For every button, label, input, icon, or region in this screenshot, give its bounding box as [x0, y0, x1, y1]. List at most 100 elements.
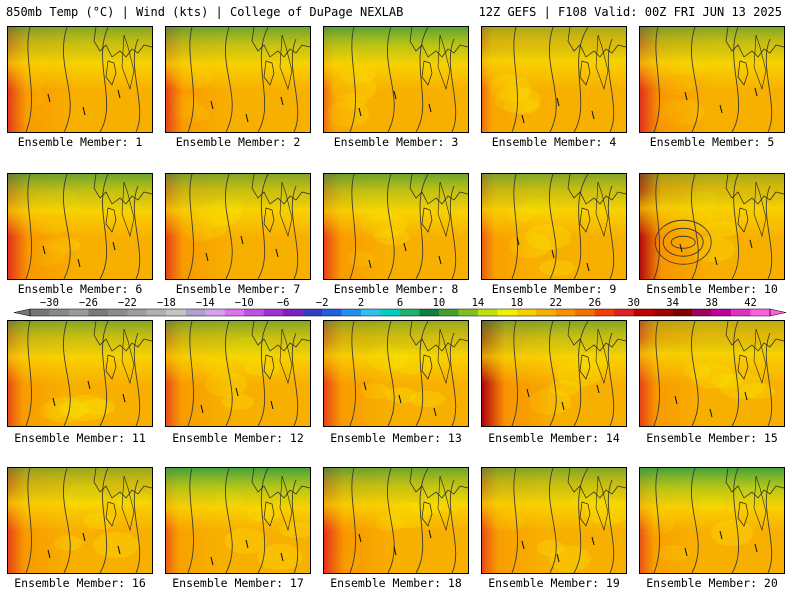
colorbar-bin	[68, 309, 89, 316]
colorbar-bin	[341, 309, 362, 316]
ensemble-member-label: Ensemble Member: 13	[330, 431, 462, 445]
ensemble-member-label: Ensemble Member: 2	[175, 135, 301, 149]
model-run-info: 12Z GEFS | F108 Valid: 00Z FRI JUN 13 20…	[478, 5, 782, 19]
ensemble-member-18-map	[323, 467, 469, 574]
colorbar-bin	[594, 309, 615, 316]
colorbar-tick-label: 34	[666, 297, 679, 309]
colorbar-bin	[633, 309, 654, 316]
colorbar-bin	[477, 309, 498, 316]
colorbar-bin	[575, 309, 596, 316]
ensemble-member-label: Ensemble Member: 18	[330, 576, 462, 590]
colorbar-high-arrow	[769, 308, 787, 317]
colorbar-tick-label: −10	[235, 297, 254, 309]
colorbar-bin	[88, 309, 109, 316]
colorbar-bin	[205, 309, 226, 316]
colorbar-low-arrow	[13, 308, 31, 317]
ensemble-member-label: Ensemble Member: 1	[17, 135, 143, 149]
ensemble-member-10-map	[639, 173, 785, 280]
colorbar-tick-label: −30	[40, 297, 59, 309]
ensemble-member-3-map	[323, 26, 469, 133]
colorbar-bin	[536, 309, 557, 316]
colorbar-bin	[322, 309, 342, 316]
colorbar-bin	[185, 309, 206, 316]
ensemble-member-label: Ensemble Member: 17	[172, 576, 304, 590]
colorbar-tick-label: 6	[397, 297, 403, 309]
colorbar-bin	[750, 309, 771, 316]
colorbar-bin	[692, 309, 712, 316]
colorbar-bin	[614, 309, 634, 316]
ensemble-member-19-map	[481, 467, 627, 574]
colorbar-bin	[127, 309, 148, 316]
colorbar-bin	[653, 309, 673, 316]
colorbar-tick-label: −2	[316, 297, 329, 309]
colorbar-bin	[419, 309, 440, 316]
colorbar-tick-label: −14	[196, 297, 215, 309]
colorbar-tick-label: 14	[472, 297, 485, 309]
ensemble-member-9-map	[481, 173, 627, 280]
ensemble-member-13-map	[323, 320, 469, 427]
ensemble-member-label: Ensemble Member: 12	[172, 431, 304, 445]
ensemble-member-label: Ensemble Member: 20	[646, 576, 778, 590]
colorbar-tick-label: 2	[358, 297, 364, 309]
ensemble-member-label: Ensemble Member: 10	[646, 282, 778, 296]
colorbar-bin	[516, 309, 537, 316]
colorbar-bin	[380, 309, 401, 316]
colorbar-tick-label: 38	[705, 297, 718, 309]
colorbar-bin	[672, 309, 693, 316]
colorbar-tick-label: 22	[549, 297, 562, 309]
ensemble-member-label: Ensemble Member: 19	[488, 576, 620, 590]
colorbar-bin	[224, 309, 245, 316]
ensemble-member-label: Ensemble Member: 6	[17, 282, 143, 296]
colorbar-tick-label: −22	[118, 297, 137, 309]
ensemble-member-4-map	[481, 26, 627, 133]
ensemble-member-5-map	[639, 26, 785, 133]
ensemble-member-label: Ensemble Member: 5	[649, 135, 775, 149]
ensemble-member-label: Ensemble Member: 9	[491, 282, 617, 296]
ensemble-member-label: Ensemble Member: 7	[175, 282, 301, 296]
ensemble-member-15-map	[639, 320, 785, 427]
temperature-colorbar: −30 −26 −22 −18 −14 −10 −6 −2 2 6 10 14 18 22 26 30 34 38…	[13, 297, 787, 317]
ensemble-member-12-map	[165, 320, 311, 427]
ensemble-member-16-map	[7, 467, 153, 574]
colorbar-bin	[361, 309, 381, 316]
ensemble-member-label: Ensemble Member: 16	[14, 576, 146, 590]
ensemble-member-label: Ensemble Member: 11	[14, 431, 146, 445]
colorbar-bin	[244, 309, 264, 316]
colorbar-tick-label: 18	[511, 297, 524, 309]
colorbar-tick-label: 30	[627, 297, 640, 309]
ensemble-member-label: Ensemble Member: 4	[491, 135, 617, 149]
colorbar-bin	[49, 309, 70, 316]
ensemble-member-1-map	[7, 26, 153, 133]
colorbar-tick-label: 10	[433, 297, 446, 309]
colorbar-bin	[497, 309, 518, 316]
ensemble-member-7-map	[165, 173, 311, 280]
colorbar-bin	[711, 309, 732, 316]
colorbar-bin	[555, 309, 576, 316]
colorbar-tick-label: −26	[79, 297, 98, 309]
colorbar-tick-label: 26	[588, 297, 601, 309]
colorbar-bin	[731, 309, 751, 316]
ensemble-member-label: Ensemble Member: 14	[488, 431, 620, 445]
colorbar-bin	[263, 309, 284, 316]
colorbar-bin	[302, 309, 323, 316]
colorbar-bin	[146, 309, 167, 316]
colorbar-bin	[166, 309, 187, 316]
ensemble-member-17-map	[165, 467, 311, 574]
map-title: 850mb Temp (°C) | Wind (kts) | College o…	[6, 5, 404, 19]
colorbar-bin	[458, 309, 479, 316]
colorbar-bin	[400, 309, 420, 316]
colorbar-tick-label: 42	[744, 297, 757, 309]
ensemble-member-label: Ensemble Member: 8	[333, 282, 459, 296]
colorbar-bin	[283, 309, 303, 316]
ensemble-member-6-map	[7, 173, 153, 280]
ensemble-member-label: Ensemble Member: 3	[333, 135, 459, 149]
colorbar-bin	[438, 309, 459, 316]
colorbar-tick-label: −6	[277, 297, 290, 309]
ensemble-member-label: Ensemble Member: 15	[646, 431, 778, 445]
ensemble-member-2-map	[165, 26, 311, 133]
ensemble-member-20-map	[639, 467, 785, 574]
ensemble-member-8-map	[323, 173, 469, 280]
colorbar-bin	[30, 309, 50, 316]
colorbar-tick-label: −18	[157, 297, 176, 309]
ensemble-member-11-map	[7, 320, 153, 427]
